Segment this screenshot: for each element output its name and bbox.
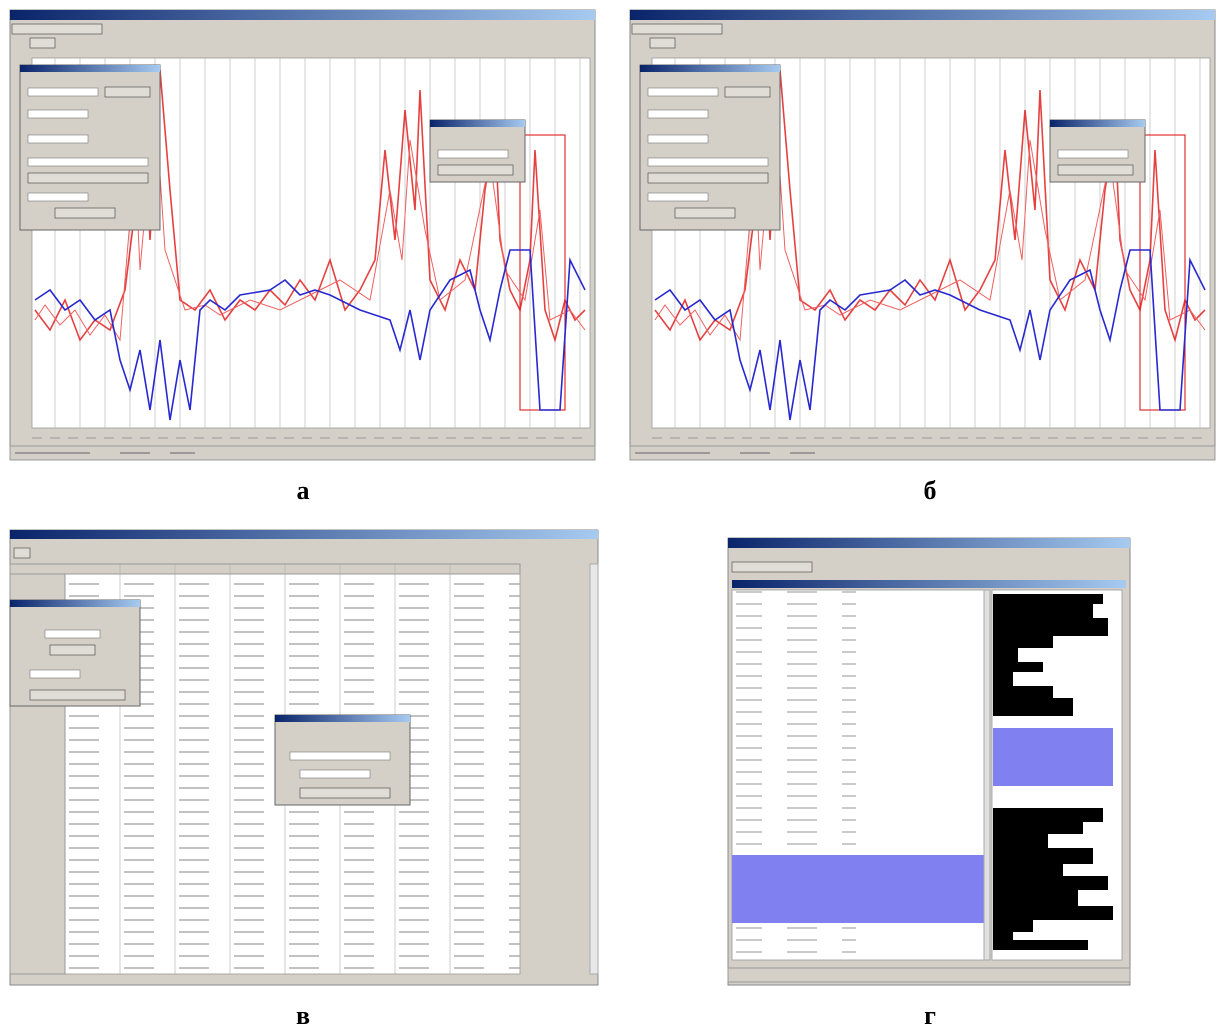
ui-rect [993, 636, 1053, 648]
ui-rect [993, 648, 1018, 662]
ui-rect [993, 848, 1093, 864]
ui-rect [993, 906, 1113, 920]
ui-rect [30, 690, 125, 700]
ui-rect [993, 864, 1063, 876]
ui-rect [993, 698, 1073, 716]
ui-rect [275, 715, 410, 722]
ui-rect [993, 618, 1108, 636]
panel-label: в [296, 1001, 310, 1030]
ui-rect [732, 562, 812, 572]
ui-rect [993, 940, 1088, 950]
plot-window [10, 10, 595, 460]
ui-rect [993, 728, 1113, 786]
ui-rect [732, 855, 984, 923]
ui-rect [993, 876, 1108, 890]
ui-rect [10, 530, 598, 539]
figure: а б в г [0, 0, 1217, 1030]
ui-rect [993, 662, 1043, 672]
ui-rect [10, 600, 140, 607]
ui-rect [14, 548, 30, 558]
plot-window [630, 10, 1215, 460]
ui-rect [993, 672, 1013, 686]
ui-rect [993, 594, 1103, 604]
ui-rect [993, 920, 1033, 932]
ui-rect [10, 564, 520, 574]
ui-rect [300, 770, 370, 778]
ui-rect [993, 822, 1083, 834]
ui-rect [590, 564, 598, 974]
page: а б в г (() => { const data = JSON.parse… [0, 0, 1217, 1030]
ui-rect [728, 538, 1130, 548]
ui-rect [993, 890, 1078, 906]
screenshot-c [10, 530, 598, 985]
ui-rect [993, 932, 1013, 940]
ui-rect [993, 834, 1048, 848]
ui-rect [993, 808, 1103, 822]
ui-rect [300, 788, 390, 798]
panel-label: б [924, 476, 937, 505]
ui-rect [732, 580, 1126, 588]
ui-rect [50, 645, 95, 655]
ui-rect [290, 752, 390, 760]
ui-rect [30, 670, 80, 678]
ui-rect [728, 968, 1130, 982]
ui-rect [993, 686, 1053, 698]
screenshot-d [728, 538, 1130, 985]
ui-rect [984, 590, 990, 960]
screenshot-b [630, 10, 1215, 460]
panel-label: г [924, 1001, 936, 1030]
ui-rect [993, 604, 1093, 618]
panel-label: а [297, 476, 310, 505]
ui-rect [45, 630, 100, 638]
screenshot-a [10, 10, 595, 460]
